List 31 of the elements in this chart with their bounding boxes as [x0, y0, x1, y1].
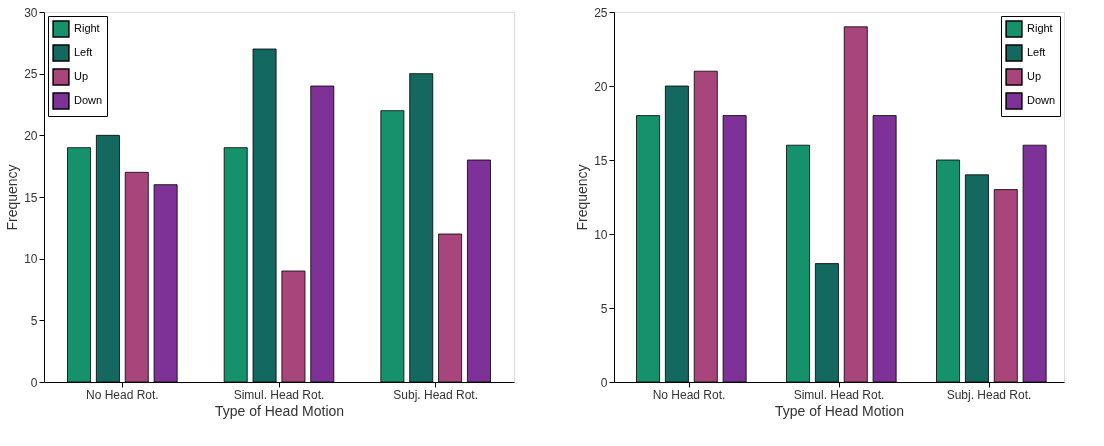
y-tick-label: 20: [594, 79, 608, 94]
y-tick-label: 0: [30, 375, 38, 390]
legend-label: Right: [1027, 22, 1053, 34]
y-tick-label: 10: [24, 252, 38, 267]
legend-label: Right: [74, 22, 100, 34]
legend-label: Up: [1027, 70, 1042, 82]
y-tick-label: 15: [24, 190, 38, 205]
y-tick-label: 20: [24, 128, 38, 143]
y-tick-label: 30: [24, 5, 38, 20]
y-tick-label: 5: [30, 313, 38, 328]
legend-label: Left: [74, 46, 93, 58]
x-tick-label: Subj. Head Rot.: [946, 387, 1032, 402]
y-axis-title: Frequency: [4, 164, 21, 231]
y-axis-title: Frequency: [574, 164, 591, 231]
y-tick-label: 25: [24, 67, 38, 82]
legend-label: Down: [1027, 94, 1056, 106]
legend-label: Left: [1027, 46, 1046, 58]
y-tick-label: 5: [600, 301, 608, 316]
legend-label: Up: [74, 70, 89, 82]
y-tick-label: 10: [594, 227, 608, 242]
x-tick-label: No Head Rot.: [85, 387, 159, 402]
x-tick-label: No Head Rot.: [652, 387, 726, 402]
x-tick-label: Simul. Head Rot.: [793, 387, 885, 402]
x-tick-label: Subj. Head Rot.: [393, 387, 479, 402]
y-tick-label: 15: [594, 153, 608, 168]
x-tick-label: Simul. Head Rot.: [233, 387, 325, 402]
x-axis-title: Type of Head Motion: [774, 402, 905, 419]
y-tick-label: 0: [600, 375, 608, 390]
y-tick-label: 25: [594, 5, 608, 20]
x-axis-title: Type of Head Motion: [214, 402, 345, 419]
legend-label: Down: [74, 94, 103, 106]
